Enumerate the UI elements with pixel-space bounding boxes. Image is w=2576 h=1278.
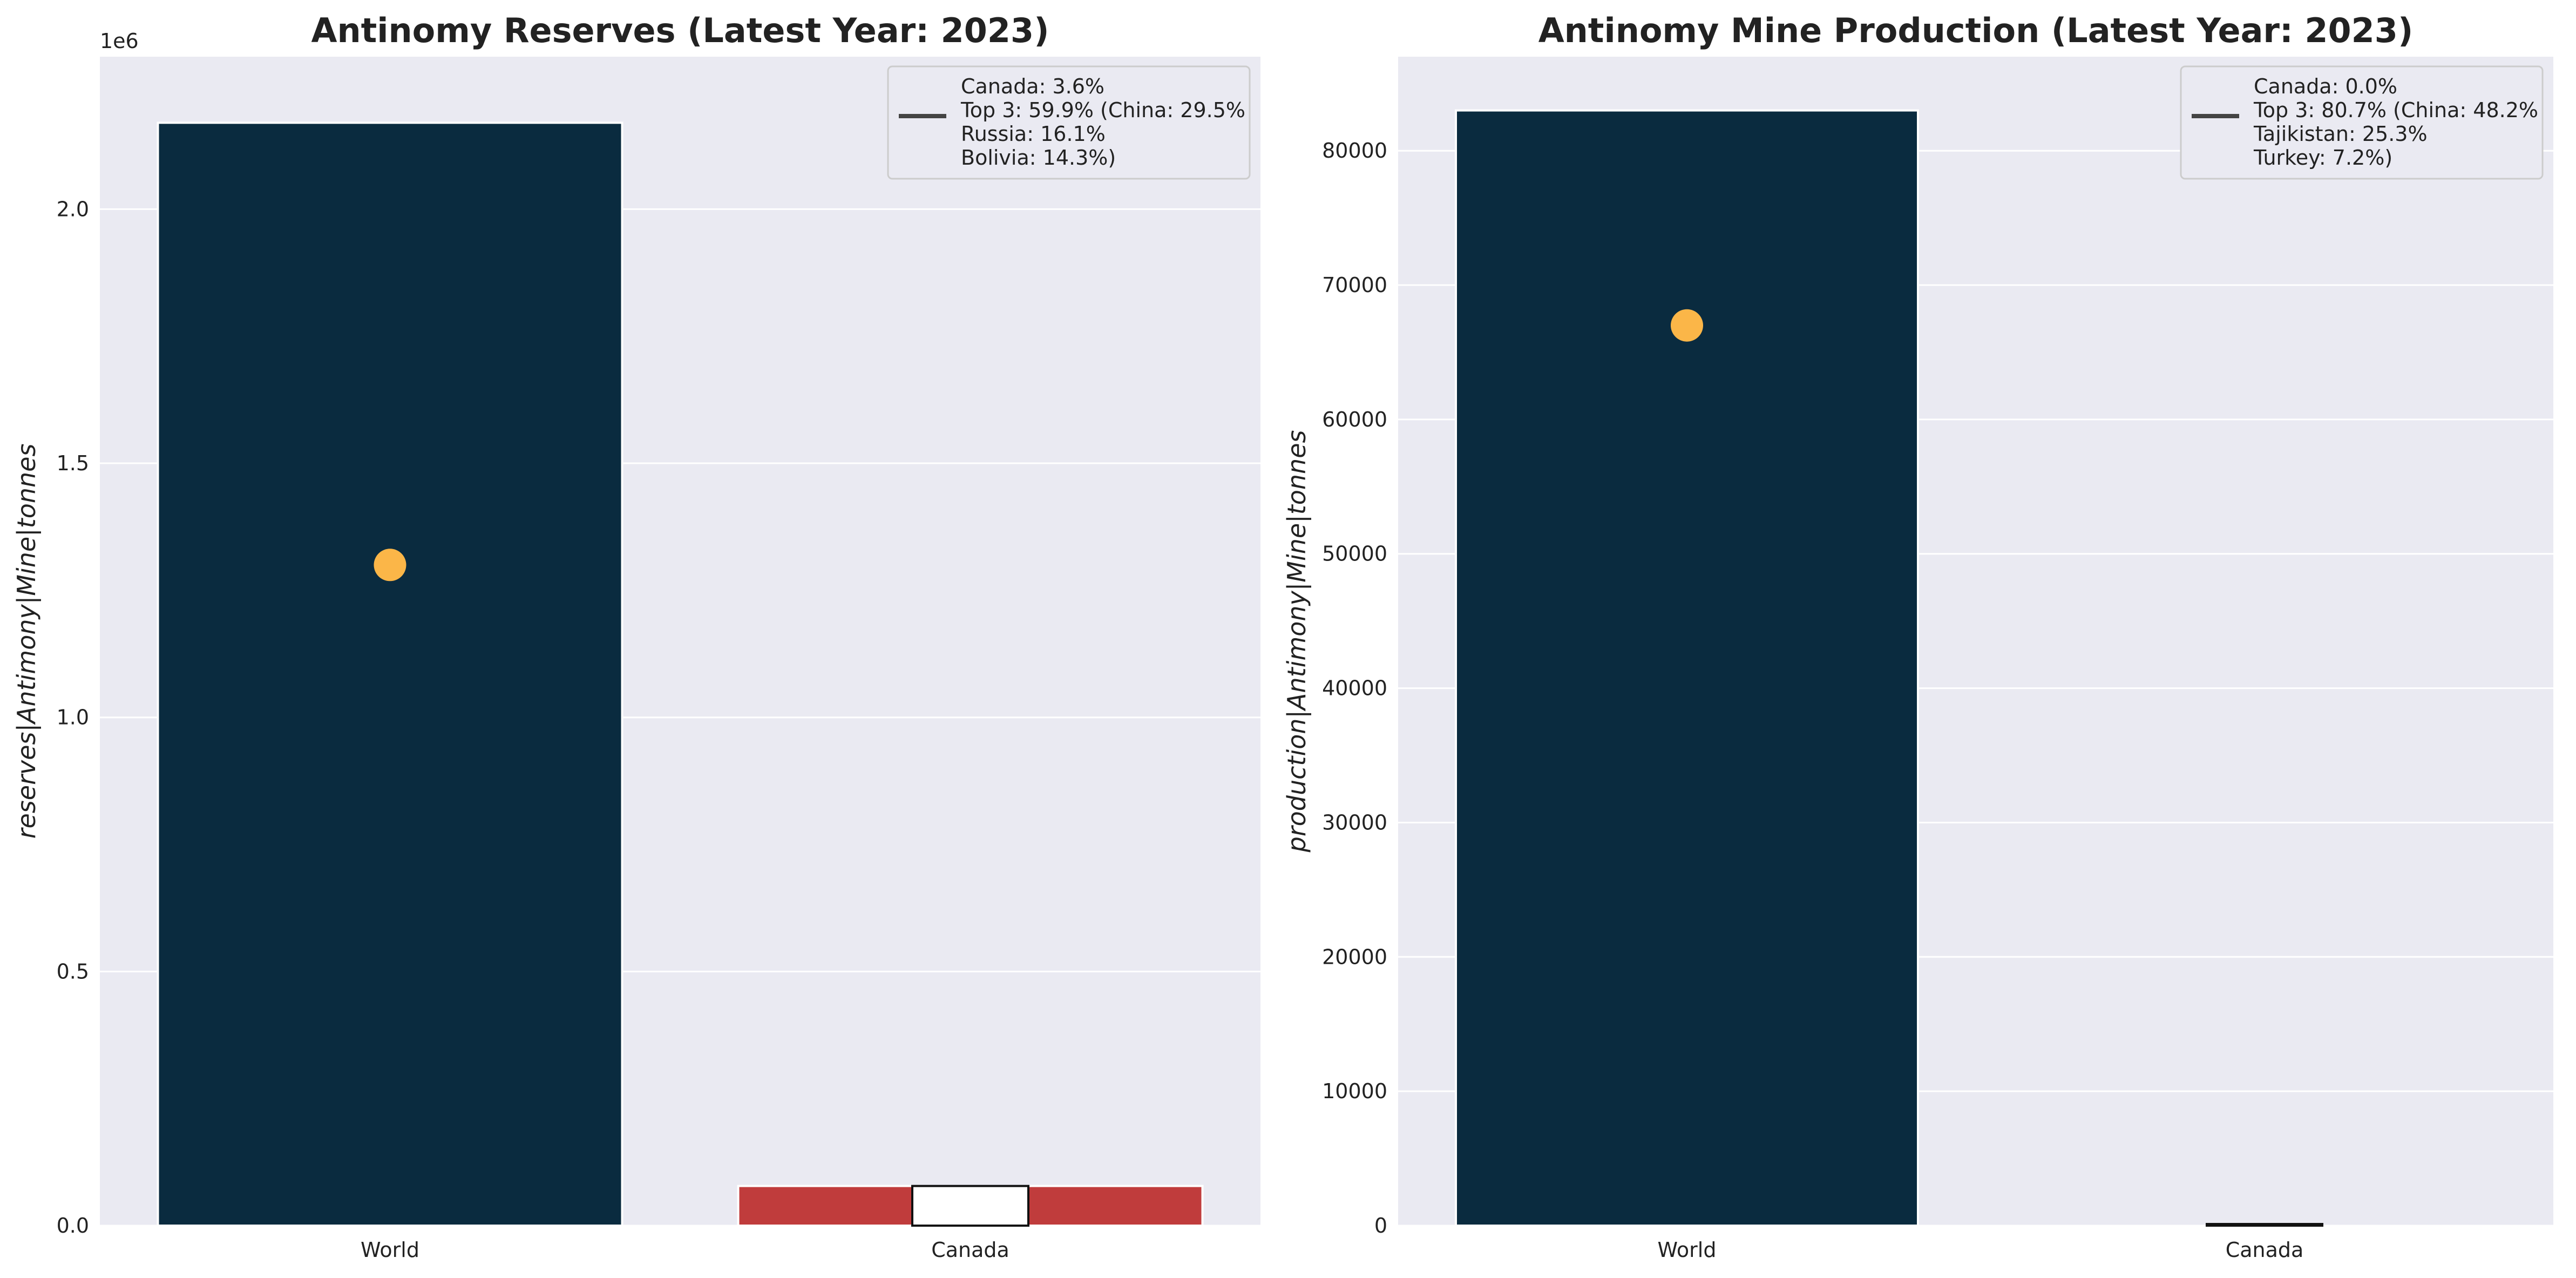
x-tick-label: World	[361, 1238, 419, 1262]
legend-box	[887, 65, 1251, 180]
legend-text-line: Russia: 16.1%	[961, 122, 1106, 146]
marker-point	[1671, 309, 1703, 342]
y-axis-label: production|Antimony|Mine|tonnes	[1282, 430, 1312, 853]
legend-text-line: Top 3: 59.9% (China: 29.5%	[960, 98, 1245, 122]
y-tick-label: 70000	[1322, 273, 1387, 297]
y-axis-label: reserves|Antimony|Mine|tonnes	[12, 444, 42, 839]
y-tick-label: 60000	[1322, 408, 1387, 431]
marker-point	[374, 549, 406, 581]
legend-text-line: Top 3: 80.7% (China: 48.2%	[2253, 98, 2538, 122]
x-tick-label: Canada	[2226, 1238, 2304, 1262]
y-tick-label: 20000	[1322, 945, 1387, 969]
y-tick-label: 50000	[1322, 542, 1387, 566]
legend-text-line: Bolivia: 14.3%)	[961, 146, 1116, 170]
legend: Canada: 3.6%Top 3: 59.9% (China: 29.5%Ru…	[887, 65, 1251, 180]
legend-box	[2180, 65, 2544, 180]
y-tick-label: 30000	[1322, 810, 1387, 834]
bar-world	[1455, 109, 1919, 1227]
legend-text-line: Tajikistan: 25.3%	[2253, 122, 2428, 146]
y-tick-label: 0.5	[57, 959, 89, 983]
legend-text-line: Turkey: 7.2%)	[2253, 146, 2392, 170]
x-tick-label: World	[1658, 1238, 1717, 1262]
bar-world	[157, 121, 623, 1227]
y-tick-label: 1.5	[57, 451, 89, 475]
y-offset-label: 1e6	[100, 29, 139, 53]
overlay-box	[911, 1185, 1029, 1227]
legend: Canada: 0.0%Top 3: 80.7% (China: 48.2%Ta…	[2180, 65, 2544, 180]
chart-title: Antinomy Reserves (Latest Year: 2023)	[311, 11, 1049, 50]
y-tick-label: 1.0	[57, 706, 89, 729]
y-tick-label: 0	[1374, 1214, 1387, 1238]
x-tick-label: Canada	[931, 1238, 1009, 1262]
y-tick-label: 80000	[1322, 139, 1387, 163]
legend-text-line: Canada: 3.6%	[961, 75, 1104, 98]
overlay-box	[2206, 1223, 2323, 1227]
y-tick-label: 0.0	[57, 1214, 89, 1238]
y-tick-label: 40000	[1322, 677, 1387, 700]
y-tick-label: 2.0	[57, 197, 89, 221]
y-tick-label: 10000	[1322, 1079, 1387, 1103]
chart-panel-2: 0 10000 20000 30000 40000 50000 60000 70000 8000…	[1282, 11, 2553, 1262]
chart-title: Antinomy Mine Production (Latest Year: 2…	[1538, 11, 2414, 50]
chart-panel-1: 0.0 0.5 1.0 1.5 2.0 1e6 World Canada Antinomy Re…	[12, 11, 1260, 1262]
legend-text-line: Canada: 0.0%	[2254, 75, 2397, 98]
